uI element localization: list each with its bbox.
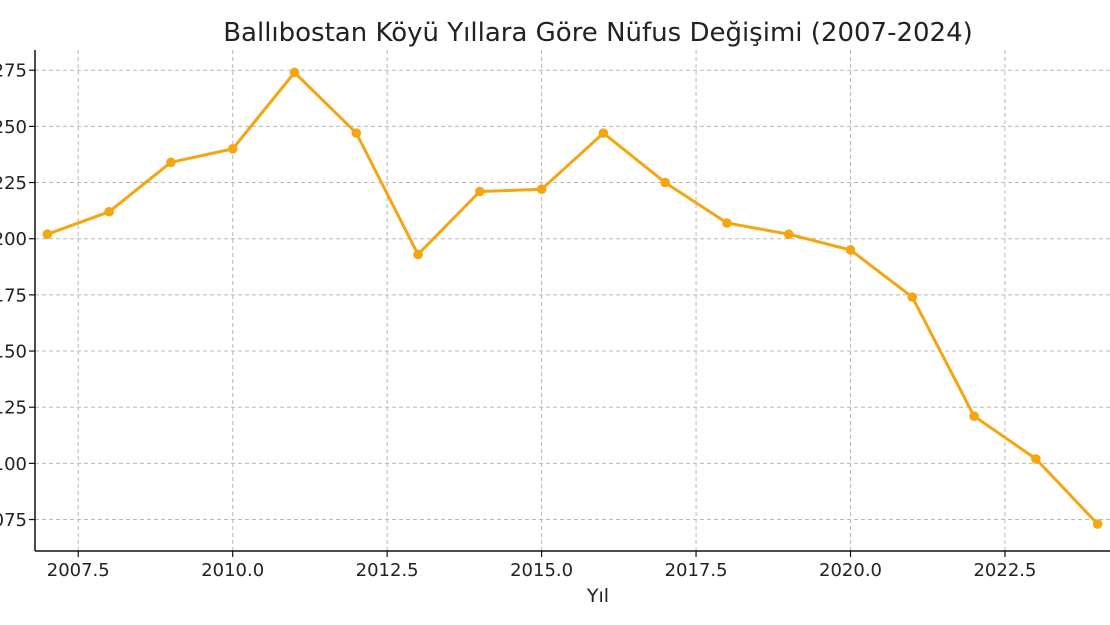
- x-tick-label: 2007.5: [47, 560, 110, 581]
- data-point: [42, 229, 53, 240]
- grid-lines: [35, 50, 1110, 551]
- x-tick-label: 2015.0: [510, 560, 573, 581]
- data-point: [783, 229, 794, 240]
- y-tick-label: 100: [0, 454, 27, 475]
- data-point: [166, 157, 176, 168]
- chart-title: Ballıbostan Köyü Yıllara Göre Nüfus Deği…: [223, 18, 973, 48]
- data-point: [289, 67, 300, 78]
- data-point: [475, 186, 485, 197]
- x-tick-label: 2020.0: [819, 560, 882, 581]
- x-tick-label: 2010.0: [201, 560, 264, 581]
- y-axis-ticks: 075 100 125 150 175 200 225 250 275: [0, 61, 35, 531]
- data-point: [413, 249, 423, 260]
- data-point: [907, 292, 918, 302]
- y-tick-label: 150: [0, 342, 27, 363]
- y-tick-label: 125: [0, 398, 27, 419]
- data-point: [722, 218, 732, 228]
- data-point: [1092, 519, 1103, 529]
- data-point: [969, 411, 979, 422]
- data-point: [845, 245, 856, 255]
- y-tick-label: 175: [0, 285, 27, 306]
- data-point: [227, 144, 238, 154]
- x-tick-label: 2012.5: [356, 560, 419, 581]
- y-tick-label: 075: [0, 510, 27, 531]
- x-tick-label: 2022.5: [973, 560, 1036, 581]
- x-axis-ticks: 2007.5 2010.0 2012.5 2015.0 2017.5 2020.0 2022…: [47, 551, 1036, 581]
- series-line: [46, 71, 1099, 526]
- data-point: [351, 128, 362, 138]
- data-point: [104, 206, 114, 217]
- data-point: [660, 177, 670, 188]
- y-tick-label: 250: [0, 117, 27, 138]
- y-tick-label: 200: [0, 229, 27, 250]
- axes: [34, 50, 1110, 552]
- data-point: [1031, 454, 1041, 464]
- x-tick-label: 2017.5: [665, 560, 728, 581]
- y-tick-label: 275: [0, 61, 27, 82]
- data-series: [42, 67, 1103, 529]
- data-point: [536, 184, 547, 195]
- x-axis-label: Yıl: [586, 585, 609, 607]
- data-point: [598, 128, 609, 138]
- y-tick-label: 225: [0, 173, 27, 194]
